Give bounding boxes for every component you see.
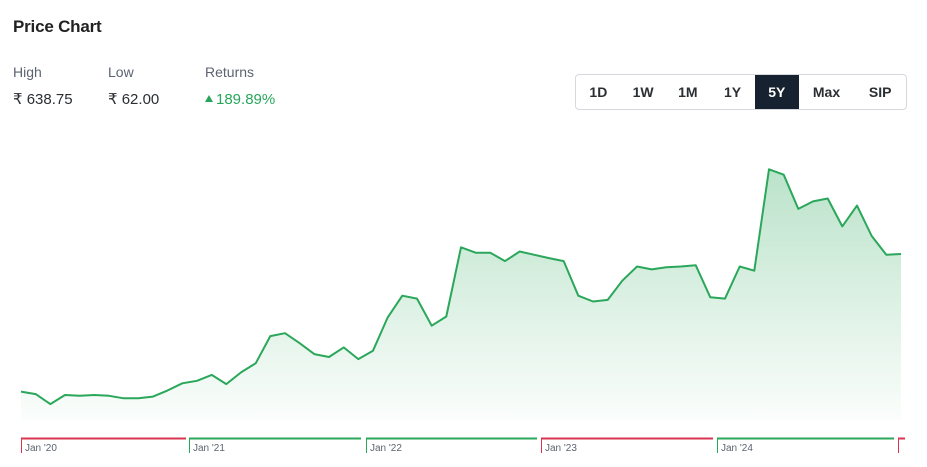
price-point [533, 254, 535, 256]
price-point [445, 316, 447, 318]
price-line [20, 168, 902, 406]
price-point [328, 356, 330, 358]
price-point [885, 254, 887, 256]
page-title: Price Chart [13, 17, 102, 36]
high-stat: High ₹ 638.75 [13, 64, 73, 109]
price-point [709, 296, 711, 298]
price-point [577, 295, 579, 297]
time-range-selector: 1D 1W 1M 1Y 5Y Max SIP [575, 74, 907, 110]
returns-value-wrap: 189.89% [205, 91, 275, 109]
price-point [269, 335, 271, 337]
price-point [504, 260, 506, 262]
price-point [812, 200, 814, 202]
low-stat: Low ₹ 62.00 [108, 64, 159, 109]
price-point [592, 301, 594, 303]
price-point [621, 280, 623, 282]
price-area-fill [21, 169, 901, 420]
price-point [313, 353, 315, 355]
range-tab-1w[interactable]: 1W [632, 84, 654, 100]
price-point [225, 383, 227, 385]
price-point [255, 362, 257, 364]
range-tab-max[interactable]: Max [812, 84, 841, 100]
low-value: ₹ 62.00 [108, 91, 160, 108]
price-point [299, 342, 301, 344]
price-point [665, 266, 667, 268]
price-point [123, 397, 125, 399]
price-point [651, 268, 653, 270]
returns-value: 189.89% [216, 91, 276, 108]
price-point [680, 266, 682, 268]
price-point [827, 198, 829, 200]
price-point [431, 325, 433, 327]
price-point [196, 380, 198, 382]
price-point [783, 174, 785, 176]
range-tab-1d[interactable]: 1D [589, 84, 608, 100]
x-tick-label: Jan '22 [370, 443, 402, 454]
returns-stat: Returns 189.89% [205, 64, 275, 109]
price-point [79, 395, 81, 397]
high-value: ₹ 638.75 [13, 91, 73, 108]
price-point [64, 394, 66, 396]
price-point [137, 397, 139, 399]
x-tick-label: Jan '20 [25, 443, 57, 454]
price-point [93, 394, 95, 396]
price-point [607, 299, 609, 301]
price-point [856, 205, 858, 207]
price-point [343, 346, 345, 348]
high-label: High [13, 64, 42, 80]
price-point [211, 374, 213, 376]
price-point [240, 371, 242, 373]
price-point [372, 350, 374, 352]
price-point [401, 295, 403, 297]
price-point [357, 358, 359, 360]
price-point [797, 208, 799, 210]
price-point [284, 332, 286, 334]
price-point [636, 266, 638, 268]
price-point [841, 225, 843, 227]
range-tab-5y[interactable]: 5Y [754, 75, 799, 109]
range-tab-1y[interactable]: 1Y [724, 84, 742, 100]
price-point [35, 393, 37, 395]
price-point [739, 266, 741, 268]
x-tick-label: Jan '24 [721, 443, 753, 454]
x-tick-label: Jan '23 [545, 443, 577, 454]
returns-label: Returns [205, 64, 255, 80]
arrow-up-icon [205, 95, 213, 102]
price-point [519, 251, 521, 253]
price-point [475, 252, 477, 254]
price-point [548, 257, 550, 259]
price-point [416, 298, 418, 300]
x-tick-label: Jan '21 [193, 443, 225, 454]
price-point [181, 382, 183, 384]
price-point [753, 270, 755, 272]
price-point [49, 403, 51, 405]
price-point [152, 396, 154, 398]
price-point [724, 298, 726, 300]
price-point [695, 264, 697, 266]
price-point [563, 260, 565, 262]
price-point [768, 168, 770, 170]
price-point [460, 246, 462, 248]
low-label: Low [108, 64, 134, 80]
price-chart-svg: Jan '20 Jan '21 Jan '22 Jan '23 Jan '24 [20, 168, 905, 454]
price-point [871, 235, 873, 237]
price-point [387, 316, 389, 318]
price-point [108, 395, 110, 397]
range-tab-sip[interactable]: SIP [868, 84, 892, 100]
price-chart: Jan '20 Jan '21 Jan '22 Jan '23 Jan '24 [0, 130, 927, 467]
price-point [900, 253, 902, 255]
price-point [489, 252, 491, 254]
range-tab-1m[interactable]: 1M [678, 84, 698, 100]
price-point [167, 389, 169, 391]
price-point [20, 391, 22, 393]
